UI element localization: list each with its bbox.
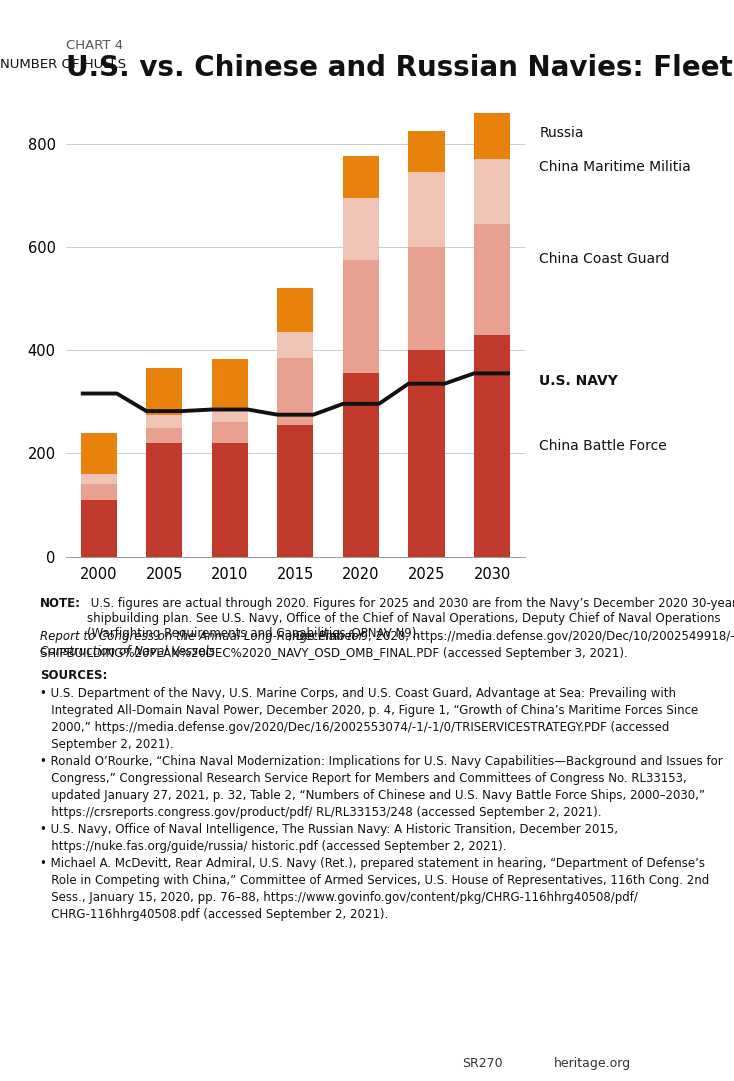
Bar bbox=[277, 358, 313, 425]
Bar bbox=[146, 415, 182, 428]
Bar bbox=[277, 289, 313, 332]
Bar bbox=[474, 159, 510, 224]
Bar bbox=[212, 408, 248, 423]
Bar bbox=[212, 443, 248, 557]
Text: • U.S. Department of the Navy, U.S. Marine Corps, and U.S. Coast Guard, Advantag: • U.S. Department of the Navy, U.S. Mari… bbox=[40, 688, 723, 921]
Text: China Maritime Militia: China Maritime Militia bbox=[539, 160, 691, 174]
Text: China Coast Guard: China Coast Guard bbox=[539, 252, 670, 266]
Bar bbox=[81, 475, 117, 484]
Bar bbox=[474, 224, 510, 335]
Bar bbox=[277, 425, 313, 557]
Text: Report to Congress on the Annual Long-Range Plan for
Construction of Naval Vesse: Report to Congress on the Annual Long-Ra… bbox=[40, 630, 364, 658]
Bar bbox=[474, 112, 510, 159]
Text: U.S. figures are actual through 2020. Figures for 2025 and 2030 are from the Nav: U.S. figures are actual through 2020. Fi… bbox=[87, 597, 734, 640]
Bar bbox=[409, 131, 445, 172]
Bar bbox=[81, 499, 117, 557]
Bar bbox=[474, 335, 510, 557]
Text: U.S. vs. Chinese and Russian Navies: Fleet Expansion Trends: U.S. vs. Chinese and Russian Navies: Fle… bbox=[66, 54, 734, 82]
Bar bbox=[343, 157, 379, 198]
Bar bbox=[343, 198, 379, 259]
Text: SR270: SR270 bbox=[462, 1057, 503, 1070]
Bar bbox=[212, 359, 248, 408]
Bar bbox=[343, 259, 379, 373]
Bar bbox=[146, 428, 182, 443]
Bar bbox=[81, 484, 117, 499]
Bar bbox=[409, 246, 445, 350]
Text: , December 9, 2020, https://media.defense.gov/2020/Dec/10/2002549918/-1/-1/1/: , December 9, 2020, https://media.defens… bbox=[288, 630, 734, 643]
Text: Russia: Russia bbox=[539, 126, 584, 141]
Bar bbox=[343, 373, 379, 557]
Bar bbox=[146, 369, 182, 415]
Text: NOTE:: NOTE: bbox=[40, 597, 81, 610]
Bar bbox=[146, 443, 182, 557]
Bar bbox=[81, 432, 117, 475]
Text: heritage.org: heritage.org bbox=[554, 1057, 631, 1070]
Text: CHART 4: CHART 4 bbox=[66, 39, 123, 52]
Bar bbox=[212, 423, 248, 443]
Bar bbox=[277, 332, 313, 358]
Text: SOURCES:: SOURCES: bbox=[40, 669, 108, 682]
Text: NUMBER OF HULLS: NUMBER OF HULLS bbox=[0, 58, 126, 71]
Bar bbox=[409, 350, 445, 557]
Bar bbox=[409, 172, 445, 246]
Text: SHIPBUILDING%20PLAN%20DEC%2020_NAVY_OSD_OMB_FINAL.PDF (accessed September 3, 202: SHIPBUILDING%20PLAN%20DEC%2020_NAVY_OSD_… bbox=[40, 646, 628, 660]
Text: China Battle Force: China Battle Force bbox=[539, 439, 667, 453]
Text: U.S. NAVY: U.S. NAVY bbox=[539, 374, 618, 388]
